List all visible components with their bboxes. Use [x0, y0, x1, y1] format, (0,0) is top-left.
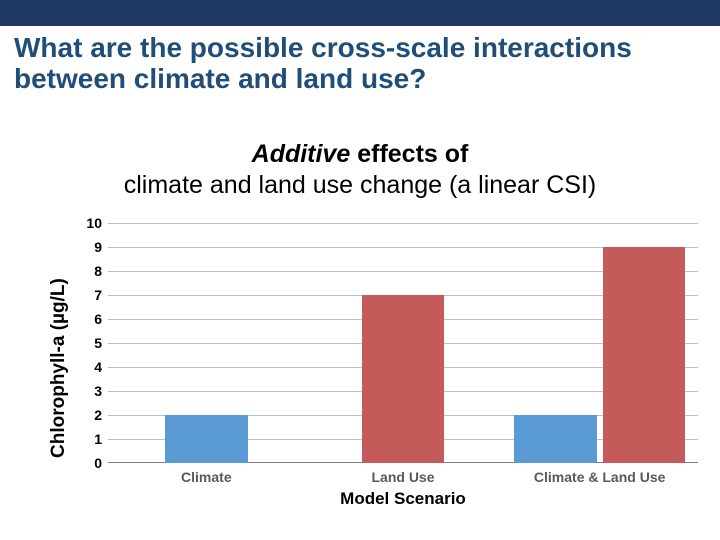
y-tick-label: 5	[94, 335, 108, 351]
y-tick-label: 9	[94, 239, 108, 255]
category-label: Climate	[181, 469, 232, 485]
category-label: Climate & Land Use	[534, 469, 665, 485]
category-label: Land Use	[371, 469, 434, 485]
y-tick-label: 6	[94, 311, 108, 327]
bar	[603, 247, 686, 463]
bar-chart: Chlorophyll-a (µg/L) 012345678910 Model …	[0, 0, 720, 540]
y-tick-label: 2	[94, 407, 108, 423]
y-tick-label: 0	[94, 455, 108, 471]
y-tick-label: 3	[94, 383, 108, 399]
slide: What are the possible cross-scale intera…	[0, 0, 720, 540]
bar	[514, 415, 597, 463]
y-axis-label: Chlorophyll-a (µg/L)	[48, 278, 70, 458]
y-tick-label: 7	[94, 287, 108, 303]
bar	[362, 295, 445, 463]
y-tick-label: 1	[94, 431, 108, 447]
y-tick-label: 10	[86, 215, 108, 231]
y-tick-label: 4	[94, 359, 108, 375]
y-tick-label: 8	[94, 263, 108, 279]
gridline	[108, 223, 698, 224]
x-axis-label: Model Scenario	[108, 489, 698, 509]
plot-area: 012345678910	[108, 223, 698, 463]
bar	[165, 415, 248, 463]
